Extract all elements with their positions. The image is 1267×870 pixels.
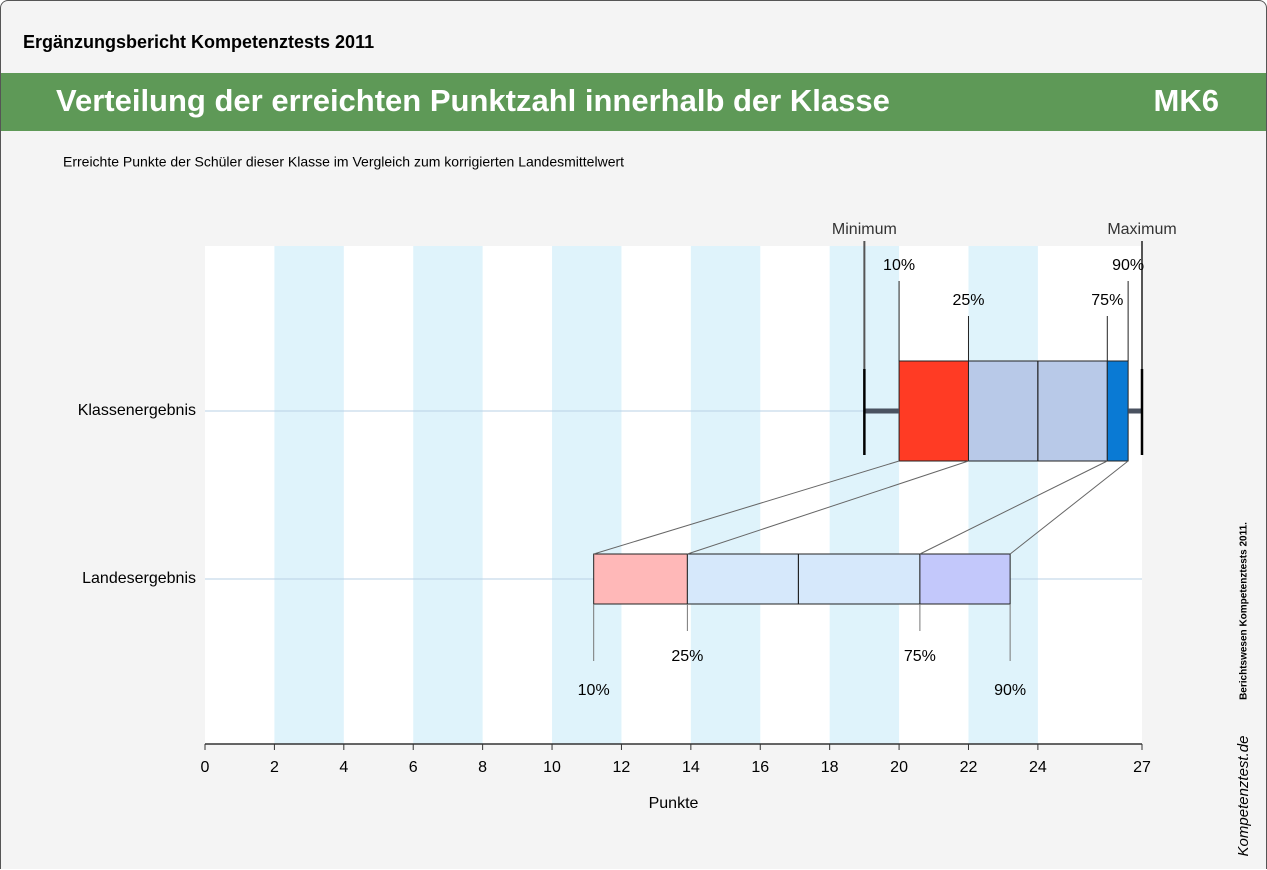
marker-label: 75% [904, 648, 936, 665]
logo: Kompetenztest.de [1235, 736, 1252, 857]
x-tick-label: 10 [543, 759, 561, 776]
x-tick-label: 0 [201, 759, 210, 776]
row-label: Klassenergebnis [78, 402, 196, 419]
subtitle: Erreichte Punkte der Schüler dieser Klas… [63, 154, 624, 170]
report-title: Ergänzungsbericht Kompetenztests 2011 [23, 32, 374, 52]
marker-label: Maximum [1107, 221, 1176, 238]
chart-title: Verteilung der erreichten Punktzahl inne… [56, 83, 890, 118]
row-label: Landesergebnis [82, 570, 196, 587]
marker-label: 25% [671, 648, 703, 665]
x-tick-label: 14 [682, 759, 700, 776]
marker-label: 10% [578, 682, 610, 699]
marker-label: 10% [883, 257, 915, 274]
marker-label: Minimum [832, 221, 897, 238]
box-segment [686, 553, 799, 605]
x-tick-label: 24 [1029, 759, 1047, 776]
x-tick-label: 8 [478, 759, 487, 776]
band [968, 246, 1038, 744]
x-tick-label: 20 [890, 759, 908, 776]
x-tick-label: 27 [1133, 759, 1151, 776]
x-tick-label: 16 [751, 759, 769, 776]
band [274, 246, 344, 744]
connector [1009, 460, 1129, 555]
box-segment [593, 553, 688, 605]
marker-label: 90% [994, 682, 1026, 699]
marker-label: 75% [1091, 292, 1123, 309]
band [690, 246, 761, 744]
x-tick-label: 2 [270, 759, 279, 776]
x-tick-label: 22 [960, 759, 978, 776]
band [552, 246, 622, 744]
connector [687, 460, 969, 555]
side-note: Berichtswesen Kompetenztests 2011. [1239, 522, 1250, 700]
connector [593, 460, 900, 555]
x-axis-label: Punkte [649, 795, 699, 812]
box-segment [1037, 360, 1108, 462]
code: MK6 [1154, 83, 1219, 118]
x-tick-label: 6 [409, 759, 418, 776]
x-tick-label: 4 [339, 759, 348, 776]
x-tick-label: 18 [821, 759, 839, 776]
box-segment [919, 553, 1011, 605]
marker-label: 90% [1112, 257, 1144, 274]
band [413, 246, 483, 744]
box-segment [898, 360, 969, 462]
box-segment [1106, 360, 1129, 462]
box-segment [967, 360, 1039, 462]
box-segment [797, 553, 921, 605]
connector [919, 460, 1108, 555]
marker-label: 25% [952, 292, 984, 309]
x-tick-label: 12 [613, 759, 631, 776]
title-bar [1, 73, 1266, 131]
